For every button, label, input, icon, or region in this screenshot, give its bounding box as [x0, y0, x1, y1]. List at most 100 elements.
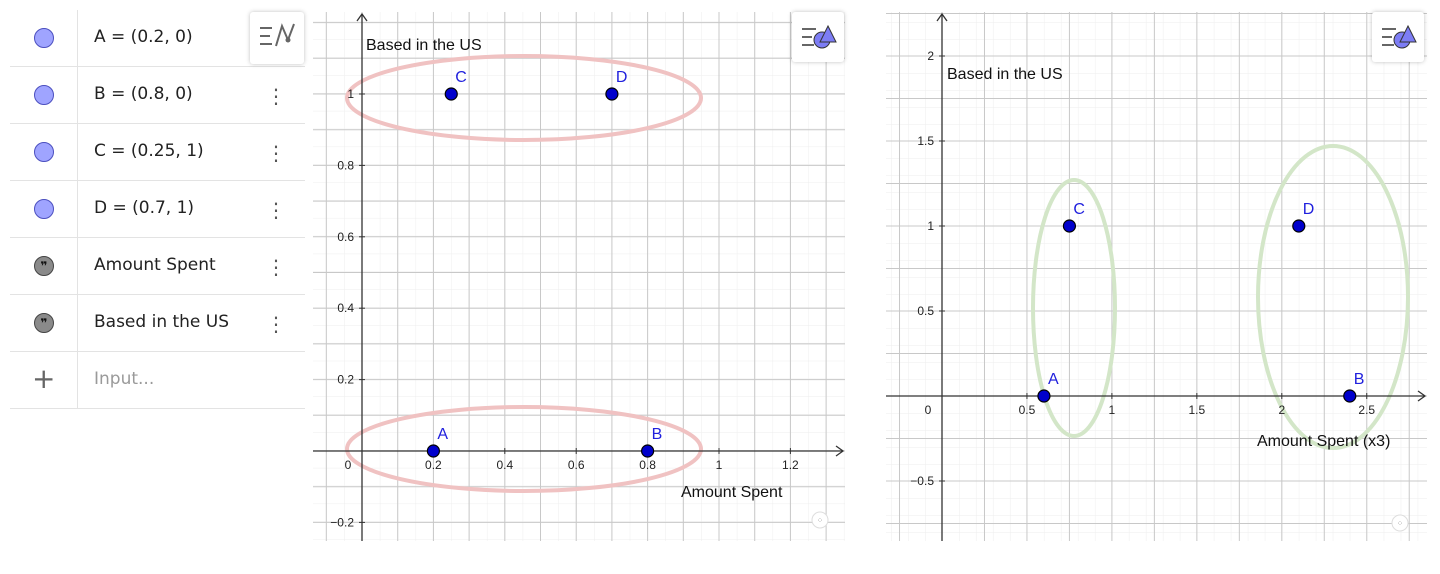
algebra-item-label[interactable]: Amount Spent: [94, 255, 216, 275]
point-label-d: D: [1303, 201, 1315, 218]
algebra-item-b[interactable]: B = (0.8, 0) ⋮: [10, 67, 305, 124]
y-tick-label: 1.5: [917, 134, 934, 148]
tick-labels: 0 0.5 1 1.5 2 2.5 2 1.5 1 0.5 −0.5: [910, 49, 1375, 488]
points: A B C D: [1037, 201, 1365, 403]
y-tick-label: −0.2: [330, 515, 354, 529]
algebra-item-amount-spent[interactable]: ❞ Amount Spent ⋮: [10, 238, 305, 295]
y-tick-label: 1: [347, 87, 354, 101]
x-tick-label: 2.5: [1358, 403, 1375, 417]
algebra-item-label[interactable]: A = (0.2, 0): [94, 27, 193, 47]
point-b: [641, 444, 655, 458]
style-bar-icon: [802, 24, 837, 49]
point-label-b: B: [1354, 371, 1365, 388]
ellipse-top: [345, 54, 703, 142]
ellipse-right: [1256, 144, 1410, 450]
y-tick-label: 0.8: [337, 158, 354, 172]
y-tick-label: 2: [927, 49, 934, 63]
visibility-toggle[interactable]: [10, 10, 78, 66]
point-icon[interactable]: [34, 85, 54, 105]
graphing-view-toggle-icon[interactable]: [250, 12, 304, 64]
algebra-item-based-in-us[interactable]: ❞ Based in the US ⋮: [10, 295, 305, 352]
y-tick-label: 0.4: [337, 301, 354, 315]
algebra-input-field[interactable]: Input...: [94, 369, 155, 389]
points: A B C D: [426, 69, 663, 458]
x-tick-label: 1: [1109, 403, 1116, 417]
resize-handle-icon[interactable]: ⁘: [1391, 514, 1409, 532]
point-d: [605, 87, 619, 101]
tick-labels: 0 0.2 0.4 0.6 0.8 1 1.2 1 0.8 0.6 0.4 0.2 −0.2: [330, 87, 799, 529]
x-tick-label: 0: [925, 403, 932, 417]
y-tick-label: 1: [927, 219, 934, 233]
x-tick-label: 1.5: [1189, 403, 1206, 417]
grid-minor: [886, 12, 1427, 541]
point-c: [444, 87, 458, 101]
x-tick-label: 0.6: [568, 458, 585, 472]
svg-text:⁘: ⁘: [817, 516, 824, 525]
axes: [886, 12, 1427, 541]
y-tick-label: −0.5: [910, 474, 934, 488]
visibility-toggle[interactable]: ❞: [10, 238, 78, 294]
visibility-toggle[interactable]: [10, 124, 78, 180]
more-options-icon[interactable]: ⋮: [266, 141, 286, 165]
point-label-b: B: [652, 426, 663, 443]
y-tick-label: 0.6: [337, 230, 354, 244]
svg-text:⁘: ⁘: [1397, 519, 1404, 528]
x-axis-label: Amount Spent: [681, 484, 783, 501]
y-axis-label: Based in the US: [366, 37, 482, 54]
point-label-c: C: [455, 69, 467, 86]
input-row[interactable]: + Input...: [10, 352, 305, 409]
algebra-item-a[interactable]: A = (0.2, 0): [10, 10, 305, 67]
x-tick-label: 1.2: [782, 458, 799, 472]
x-tick-label: 0.2: [425, 458, 442, 472]
resize-handle-icon[interactable]: ⁘: [811, 511, 829, 529]
style-bar-icon: [1382, 24, 1417, 49]
y-axis-arrow: [936, 12, 948, 22]
point-icon[interactable]: [34, 28, 54, 48]
point-a: [426, 444, 441, 458]
y-tick-label: 0.5: [917, 304, 934, 318]
ellipse-left: [1031, 178, 1117, 438]
x-tick-label: 2: [1278, 403, 1285, 417]
visibility-toggle[interactable]: ❞: [10, 295, 78, 351]
more-options-icon[interactable]: ⋮: [266, 312, 286, 336]
more-options-icon[interactable]: ⋮: [266, 255, 286, 279]
point-label-d: D: [616, 69, 628, 86]
more-options-icon[interactable]: ⋮: [266, 84, 286, 108]
visibility-toggle[interactable]: [10, 67, 78, 123]
algebra-item-label[interactable]: Based in the US: [94, 312, 230, 332]
x-axis-arrow: [835, 445, 845, 457]
x-axis-label: Amount Spent (x3): [1257, 433, 1390, 450]
visibility-toggle[interactable]: [10, 181, 78, 237]
algebra-item-label[interactable]: C = (0.25, 1): [94, 141, 204, 161]
y-tick-label: 0.2: [337, 373, 354, 387]
y-axis-label: Based in the US: [947, 66, 1063, 83]
x-axis-arrow: [1417, 390, 1427, 402]
point-c: [1062, 219, 1077, 233]
point-label-c: C: [1073, 201, 1085, 218]
point-icon[interactable]: [34, 142, 54, 162]
ellipse-bottom: [345, 405, 703, 493]
algebra-view: A = (0.2, 0) B = (0.8, 0) ⋮ C = (0.25, 1…: [10, 10, 305, 420]
point-icon[interactable]: [34, 199, 54, 219]
graphics-view-2[interactable]: 0 0.5 1 1.5 2 2.5 2 1.5 1 0.5 −0.5 A B C D Based in t…: [886, 12, 1427, 541]
x-tick-label: 0.5: [1019, 403, 1036, 417]
text-object-icon[interactable]: ❞: [34, 313, 54, 333]
axes: [313, 12, 845, 541]
algebra-item-label[interactable]: D = (0.7, 1): [94, 198, 195, 218]
text-object-icon[interactable]: ❞: [34, 256, 54, 276]
algebra-item-label[interactable]: B = (0.8, 0): [94, 84, 193, 104]
grid-minor: [313, 12, 845, 541]
point-label-a: A: [1048, 371, 1059, 388]
input-marker: +: [10, 352, 78, 408]
y-axis-arrow: [356, 12, 368, 22]
graphics-view-1[interactable]: 0 0.2 0.4 0.6 0.8 1 1.210.80.60.40.2−0.2 A BC D …: [313, 12, 845, 541]
point-b: [1343, 389, 1357, 403]
graphics-style-button[interactable]: [792, 12, 844, 62]
x-tick-label: 1: [716, 458, 723, 472]
x-tick-label: 0.8: [639, 458, 656, 472]
plus-icon: +: [32, 362, 56, 395]
graphics-style-button[interactable]: [1372, 12, 1424, 62]
more-options-icon[interactable]: ⋮: [266, 198, 286, 222]
algebra-item-d[interactable]: D = (0.7, 1) ⋮: [10, 181, 305, 238]
algebra-item-c[interactable]: C = (0.25, 1) ⋮: [10, 124, 305, 181]
